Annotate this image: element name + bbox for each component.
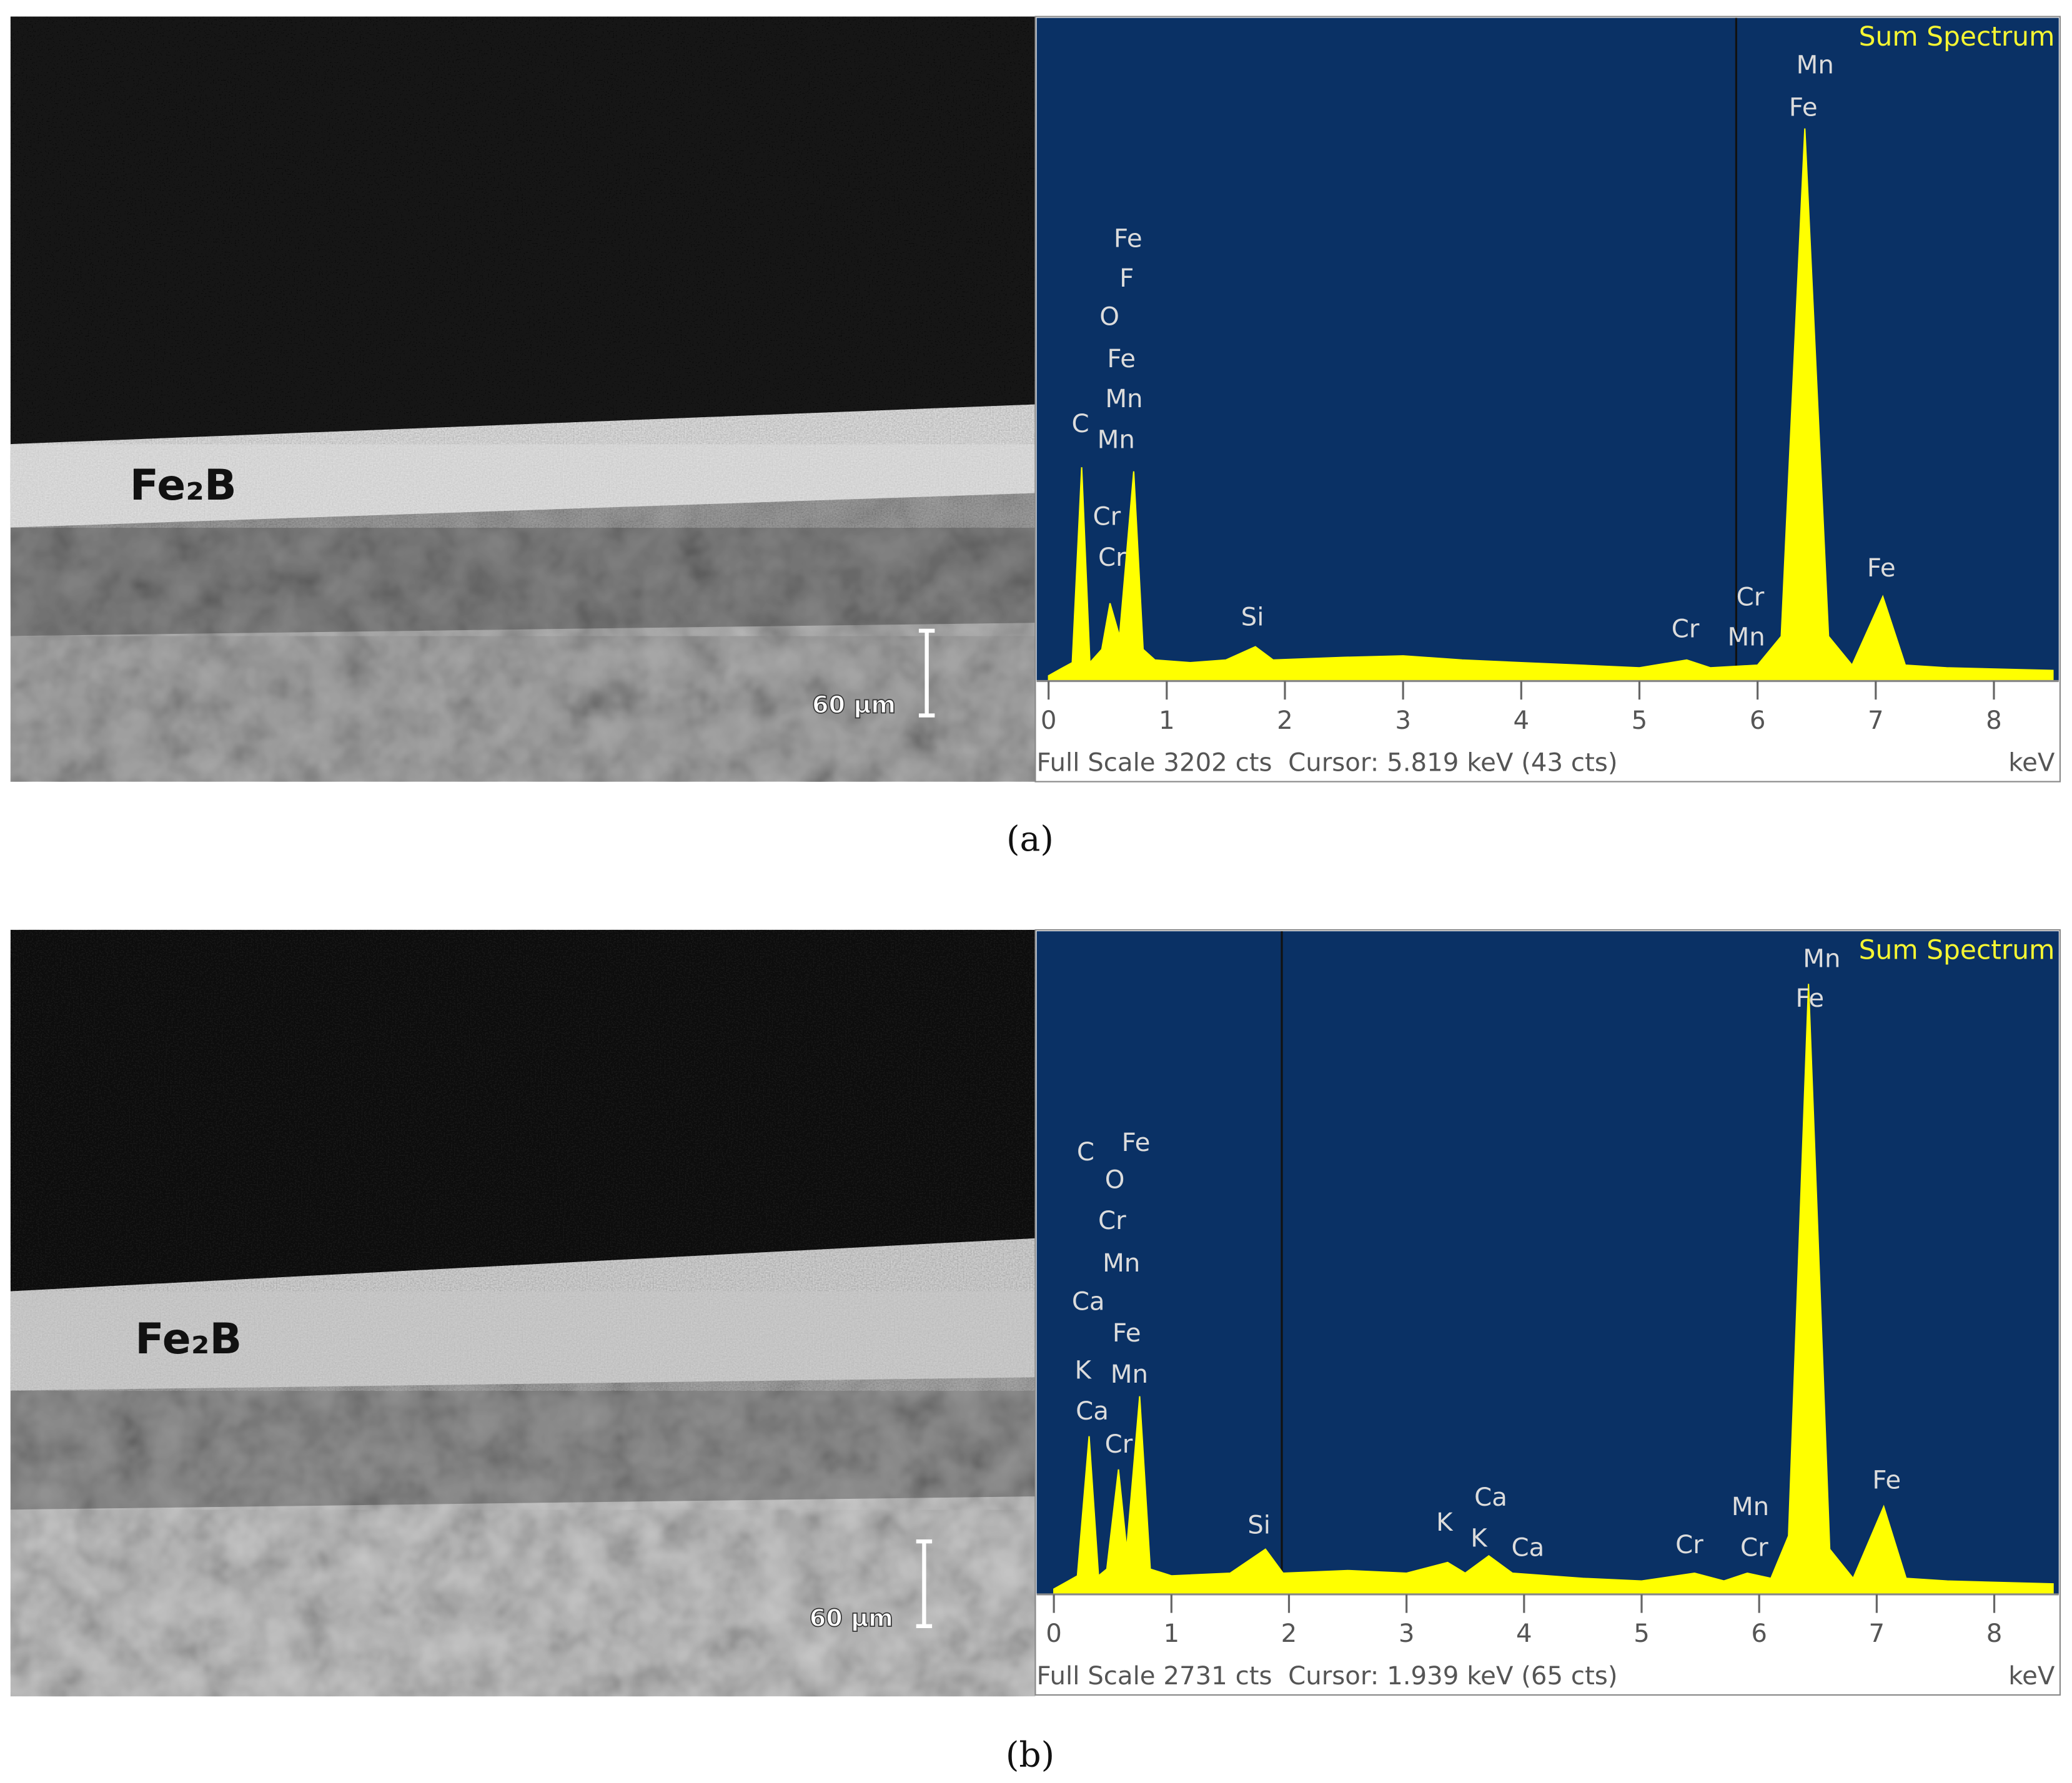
peak-label: C: [1071, 410, 1089, 438]
peak-label: Fe: [1795, 984, 1824, 1013]
peak-label: Fe: [1114, 224, 1143, 253]
peak-label: Mn: [1732, 1493, 1769, 1521]
peak-label: Cr: [1740, 1533, 1768, 1562]
x-tick-label: 4: [1516, 1619, 1532, 1648]
peak-label: K: [1075, 1356, 1093, 1385]
boride-layer: [10, 404, 1036, 528]
peak-label: Cr: [1675, 1531, 1703, 1559]
x-tick-label: 3: [1395, 706, 1411, 735]
peak-label: Cr: [1672, 615, 1700, 644]
mount: [10, 16, 1036, 445]
panel-label: (a): [1006, 819, 1054, 859]
peak-label: Ca: [1511, 1533, 1544, 1562]
peak-label: F: [1119, 264, 1134, 293]
peak-label: Cr: [1098, 1207, 1126, 1235]
peak-label: Mn: [1727, 623, 1765, 651]
peak-label: Mn: [1103, 1249, 1140, 1278]
footer: Full Scale 2731 cts Cursor: 1.939 keV (6…: [1037, 1662, 1618, 1691]
micrograph-b: 60 μm Fe₂B: [10, 929, 1036, 1697]
x-tick-label: 0: [1046, 1619, 1062, 1648]
peak-label: Ca: [1474, 1483, 1507, 1512]
plot-background: [1036, 931, 2059, 1594]
x-tick-label: 7: [1868, 706, 1884, 735]
plot-background: [1036, 17, 2059, 681]
peak-label: O: [1099, 302, 1119, 331]
boride-layer: [10, 1238, 1036, 1391]
peak-label: Mn: [1797, 51, 1834, 80]
peak-label: Ca: [1076, 1397, 1109, 1426]
micrograph-a: 60 μm Fe₂B: [10, 16, 1036, 782]
footer: Full Scale 3202 cts Cursor: 5.819 keV (4…: [1037, 749, 1618, 778]
x-axis-label: keV: [2008, 1662, 2055, 1691]
peak-label: Fe: [1872, 1466, 1901, 1494]
peak-label: Cr: [1093, 502, 1121, 531]
x-tick-label: 4: [1514, 706, 1530, 735]
peak-label: Fe: [1789, 93, 1818, 122]
diffusion-zone: [10, 1364, 1036, 1510]
x-tick-label: 6: [1751, 1619, 1767, 1648]
peak-label: Fe: [1122, 1129, 1151, 1157]
x-tick-label: 5: [1632, 706, 1648, 735]
peak-label: O: [1105, 1165, 1125, 1194]
x-tick-label: 2: [1277, 706, 1293, 735]
peak-label: Cr: [1105, 1430, 1133, 1459]
peak-label: Si: [1247, 1511, 1271, 1539]
x-tick-label: 8: [1986, 1619, 2003, 1648]
peak-label: C: [1077, 1138, 1094, 1167]
spectrum-area: [1053, 984, 2054, 1594]
phase-label: Fe₂B: [130, 460, 237, 510]
chart-title: Sum Spectrum: [1859, 21, 2055, 52]
mount: [10, 929, 1036, 1292]
peak-label: Mn: [1098, 425, 1135, 454]
scale-bar-label: 60 μm: [810, 1604, 893, 1632]
spectrum-area: [1048, 128, 2054, 681]
panel-label: (b): [1006, 1734, 1054, 1774]
peak-label: Si: [1241, 603, 1264, 631]
x-axis-label: keV: [2008, 749, 2055, 778]
peak-label: Cr: [1098, 543, 1126, 572]
peak-label: Fe: [1107, 345, 1136, 373]
x-tick-label: 3: [1399, 1619, 1415, 1648]
phase-label: Fe₂B: [135, 1314, 242, 1363]
x-tick-label: 5: [1633, 1619, 1650, 1648]
scale-bar-label: 60 μm: [812, 691, 896, 718]
chart-title: Sum Spectrum: [1859, 935, 2055, 966]
x-tick-label: 0: [1041, 706, 1057, 735]
x-tick-label: 1: [1163, 1619, 1179, 1648]
peak-label: Fe: [1867, 554, 1896, 583]
peak-label: K: [1436, 1508, 1454, 1537]
x-tick-label: 2: [1281, 1619, 1297, 1648]
peak-label: Fe: [1113, 1319, 1141, 1348]
peak-label: Mn: [1803, 944, 1840, 973]
x-tick-label: 1: [1159, 706, 1175, 735]
peak-label: K: [1470, 1524, 1488, 1553]
peak-label: Cr: [1737, 583, 1765, 612]
x-tick-label: 8: [1986, 706, 2002, 735]
peak-label: Mn: [1111, 1360, 1148, 1389]
diffusion-zone: [10, 488, 1036, 636]
peak-label: Ca: [1072, 1287, 1105, 1316]
x-tick-label: 7: [1869, 1619, 1885, 1648]
x-tick-label: 6: [1750, 706, 1766, 735]
peak-label: Mn: [1105, 385, 1143, 413]
